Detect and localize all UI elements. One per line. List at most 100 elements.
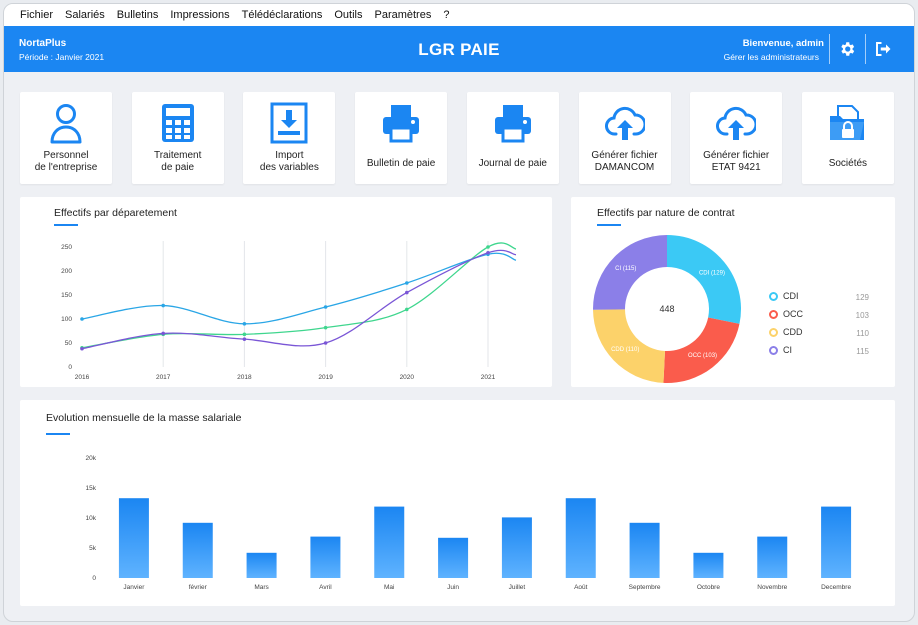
- y-tick-label: 0: [92, 575, 96, 582]
- data-point[interactable]: [405, 307, 409, 312]
- legend-label: CDI: [783, 291, 799, 301]
- department-line-chart: 2016 2017 2018 2019 2020 2021 0 50 100 150 200 250: [61, 241, 517, 381]
- menu-item[interactable]: Télédéclarations: [241, 9, 323, 21]
- data-point[interactable]: [323, 341, 328, 345]
- legend-item-cdd[interactable]: CDD: [769, 327, 803, 337]
- tile-bulletin-paie[interactable]: Bulletin de paie: [355, 92, 448, 184]
- data-point[interactable]: [323, 305, 328, 309]
- legend-marker: [769, 345, 778, 355]
- app-title: LGR PAIE: [418, 40, 500, 59]
- data-point[interactable]: [80, 346, 84, 351]
- contract-chart-title: Effectifs par nature de contrat: [597, 207, 735, 219]
- payroll-bar-chart: 0 5k 10k 15k 20k Janvier février Mars Avril Mai Ju…: [86, 455, 852, 591]
- legend-value: 110: [856, 329, 869, 338]
- welcome-text: Bienvenue, admin: [742, 38, 824, 49]
- bar[interactable]: [246, 552, 277, 578]
- bar[interactable]: [118, 498, 149, 578]
- x-tick-label: Novembre: [757, 584, 787, 591]
- menu-item[interactable]: Paramètres: [374, 9, 432, 21]
- legend-item-cdi[interactable]: CDI: [769, 291, 799, 301]
- y-tick-label: 250: [61, 244, 72, 251]
- tile-label: Import des variables: [259, 150, 319, 173]
- title-underline: [597, 224, 621, 226]
- x-tick-label: Mai: [384, 584, 394, 591]
- tile-label: Sociétés: [828, 158, 868, 169]
- menu-item[interactable]: ?: [443, 9, 450, 21]
- person-icon: [50, 104, 82, 144]
- tile-personnel[interactable]: Personnel de l'entreprise: [20, 92, 112, 184]
- legend-marker: [769, 291, 778, 301]
- tile-damancom[interactable]: Générer fichier DAMANCOM: [578, 92, 671, 184]
- x-tick-label: Janvier: [123, 584, 145, 591]
- menu-item[interactable]: Outils: [334, 9, 363, 21]
- tile-import-variables[interactable]: Import des variables: [243, 92, 336, 184]
- header-divider: [865, 34, 866, 64]
- menu-item[interactable]: Salariés: [65, 9, 105, 21]
- menu-item[interactable]: Fichier: [20, 9, 54, 21]
- bar[interactable]: [565, 498, 596, 578]
- x-tick-label: Juin: [447, 584, 459, 591]
- legend-value: 129: [855, 293, 869, 302]
- department-chart-card: Effectifs par déparetement 2016 2017 2018 2…: [20, 197, 552, 387]
- logout-icon[interactable]: [874, 40, 892, 58]
- bar[interactable]: [629, 522, 660, 578]
- y-tick-label: 150: [61, 292, 72, 299]
- x-tick-label: 2018: [237, 374, 252, 381]
- contract-chart-card: Effectifs par nature de contrat CDI (129…: [571, 197, 895, 387]
- tile-label: Bulletin de paie: [366, 158, 436, 169]
- data-point[interactable]: [486, 245, 490, 249]
- department-chart-title: Effectifs par déparetement: [54, 207, 177, 219]
- manage-admins-link[interactable]: Gérer les administrateurs: [723, 52, 819, 62]
- printer-icon: [383, 105, 420, 143]
- header-divider: [829, 34, 830, 64]
- tile-label: Générer fichier DAMANCOM: [591, 150, 658, 173]
- tile-journal-paie[interactable]: Journal de paie: [466, 92, 559, 184]
- menu-item[interactable]: Bulletins: [116, 9, 159, 21]
- legend-label: OCC: [783, 309, 803, 319]
- legend-item-ci[interactable]: CI: [769, 345, 792, 355]
- slice-label: CDD (110): [611, 347, 639, 353]
- data-point[interactable]: [405, 290, 409, 295]
- x-tick-label: Octobre: [697, 584, 721, 591]
- bar[interactable]: [501, 517, 532, 578]
- data-point[interactable]: [242, 332, 247, 337]
- bar[interactable]: [182, 522, 213, 578]
- data-point[interactable]: [161, 331, 165, 336]
- bar[interactable]: [693, 552, 724, 578]
- donut-slice-occ[interactable]: [663, 317, 740, 383]
- donut-slice-cdi[interactable]: [667, 235, 741, 324]
- contract-donut-chart: CDI (129) OCC (103) CDD (110) CI (115) 448: [593, 235, 741, 383]
- data-point[interactable]: [242, 322, 247, 326]
- bar[interactable]: [757, 536, 788, 578]
- legend-marker: [769, 327, 778, 337]
- tile-traitement-paie[interactable]: Traitement de paie: [131, 92, 224, 184]
- legend-label: CI: [783, 345, 792, 355]
- menu-item[interactable]: Impressions: [170, 9, 230, 21]
- x-tick-label: Mars: [254, 584, 269, 591]
- legend-value: 115: [856, 347, 869, 356]
- company-name: NortaPlus: [19, 38, 67, 49]
- slice-label: CDI (129): [699, 270, 725, 276]
- bar[interactable]: [821, 506, 852, 578]
- bar[interactable]: [438, 537, 469, 578]
- donut-slice-cdd[interactable]: [593, 309, 665, 383]
- data-point[interactable]: [161, 303, 165, 308]
- x-tick-label: 2019: [318, 374, 333, 381]
- gear-icon[interactable]: [838, 40, 856, 58]
- donut-center-total: 448: [659, 304, 674, 314]
- tile-societes[interactable]: Sociétés: [801, 92, 894, 184]
- bar[interactable]: [374, 506, 405, 578]
- tile-etat-9421[interactable]: Générer fichier ETAT 9421: [690, 92, 783, 184]
- donut-slice-ci[interactable]: [593, 235, 667, 310]
- data-point[interactable]: [405, 281, 409, 285]
- data-point[interactable]: [80, 317, 84, 321]
- legend-label: CDD: [783, 327, 803, 337]
- bar[interactable]: [310, 536, 341, 578]
- legend-item-occ[interactable]: OCC: [769, 309, 803, 319]
- slice-label: OCC (103): [688, 353, 717, 359]
- y-tick-label: 100: [61, 316, 72, 323]
- data-point[interactable]: [323, 325, 328, 330]
- data-point[interactable]: [242, 337, 247, 341]
- x-tick-label: 2016: [75, 374, 90, 381]
- data-point[interactable]: [486, 250, 490, 255]
